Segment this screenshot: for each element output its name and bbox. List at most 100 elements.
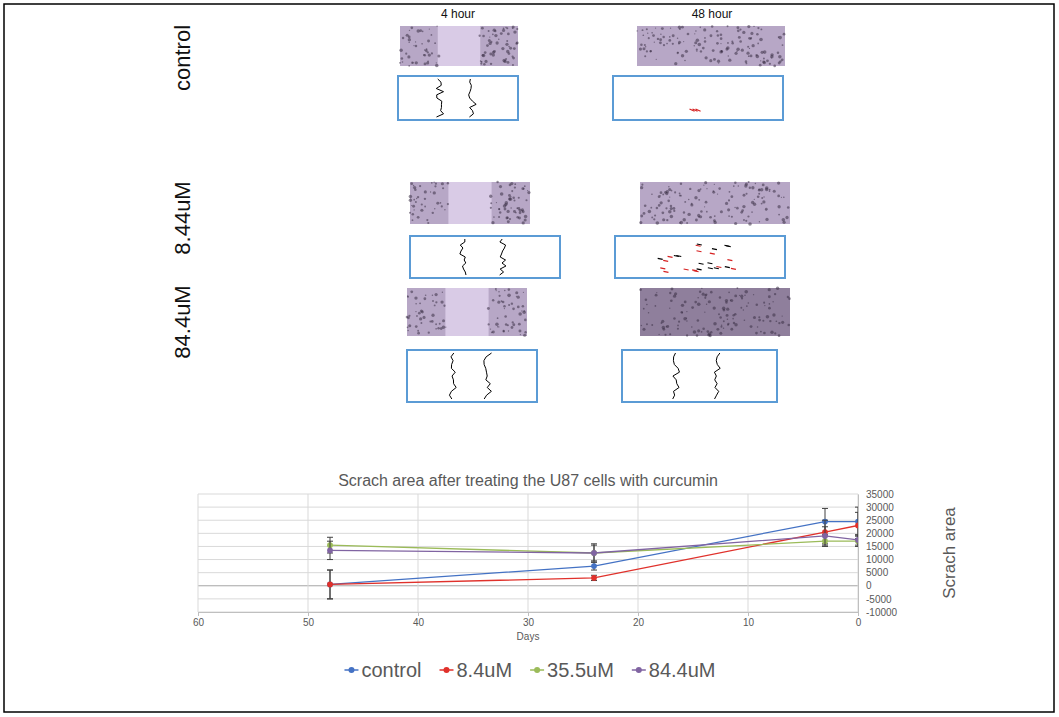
cell-speck bbox=[648, 37, 650, 39]
cell-speck bbox=[636, 30, 637, 31]
cell-speck bbox=[424, 62, 427, 65]
cell-speck bbox=[753, 202, 756, 205]
cell-speck bbox=[753, 294, 754, 295]
cell-speck bbox=[414, 296, 417, 299]
scratch-outline bbox=[410, 236, 560, 278]
cell-speck bbox=[677, 52, 679, 54]
residual-gap bbox=[716, 266, 721, 267]
cell-speck bbox=[709, 216, 712, 219]
cell-speck bbox=[501, 47, 504, 50]
cell-speck bbox=[759, 38, 763, 42]
residual-gap bbox=[699, 263, 704, 264]
cell-speck bbox=[745, 183, 748, 186]
cell-speck bbox=[500, 192, 504, 196]
cell-speck bbox=[721, 324, 722, 325]
cell-speck bbox=[498, 208, 500, 210]
cell-speck bbox=[417, 196, 419, 198]
y-tick-label: 30000 bbox=[866, 502, 894, 513]
cell-speck bbox=[484, 51, 487, 54]
cell-speck bbox=[757, 27, 759, 29]
micrograph bbox=[639, 181, 790, 226]
cell-speck bbox=[654, 42, 655, 43]
cell-speck bbox=[424, 190, 427, 193]
legend-item: control bbox=[344, 659, 421, 681]
cell-speck bbox=[684, 300, 687, 303]
cell-speck bbox=[728, 58, 731, 61]
cell-speck bbox=[513, 210, 516, 213]
cell-speck bbox=[496, 181, 498, 183]
cell-speck bbox=[787, 206, 790, 209]
cell-speck bbox=[437, 327, 439, 329]
cell-speck bbox=[431, 314, 434, 317]
grid-line-x bbox=[418, 494, 419, 612]
grid-line-x bbox=[198, 494, 199, 612]
cell-speck bbox=[513, 200, 515, 202]
cell-speck bbox=[508, 288, 511, 291]
cell-speck bbox=[658, 195, 661, 198]
cell-speck bbox=[656, 221, 660, 225]
error-cap bbox=[822, 526, 828, 527]
cell-speck bbox=[670, 299, 673, 302]
cell-speck bbox=[650, 50, 652, 52]
cell-speck bbox=[667, 200, 670, 203]
cell-speck bbox=[419, 185, 421, 187]
micrograph-ground bbox=[640, 182, 790, 224]
cell-speck bbox=[757, 43, 759, 45]
cell-speck bbox=[750, 325, 753, 328]
error-bar bbox=[591, 544, 597, 562]
cell-speck bbox=[513, 47, 516, 50]
cell-speck bbox=[419, 317, 422, 320]
cell-speck bbox=[525, 199, 527, 201]
cell-speck bbox=[512, 323, 515, 326]
cell-speck bbox=[432, 212, 434, 214]
cell-speck bbox=[659, 195, 660, 196]
x-tick: 40 bbox=[413, 612, 425, 628]
data-point bbox=[591, 575, 597, 581]
residual-gap bbox=[660, 268, 665, 269]
cell-speck bbox=[435, 323, 437, 325]
cell-speck bbox=[712, 191, 715, 194]
cell-speck bbox=[776, 287, 779, 290]
x-tick: 30 bbox=[523, 612, 535, 628]
cell-speck bbox=[710, 331, 712, 333]
cell-speck bbox=[417, 330, 419, 332]
cell-speck bbox=[524, 319, 527, 322]
cell-speck bbox=[515, 42, 517, 44]
cell-speck bbox=[781, 321, 784, 324]
cell-speck bbox=[651, 216, 653, 218]
cell-speck bbox=[760, 331, 762, 333]
cell-speck bbox=[782, 218, 786, 222]
outline-box bbox=[410, 236, 560, 278]
x-tick: 10 bbox=[743, 612, 755, 628]
micrograph-ground bbox=[640, 288, 790, 336]
cell-speck bbox=[748, 181, 750, 183]
micrograph bbox=[639, 287, 790, 338]
legend-swatch-marker bbox=[444, 667, 450, 673]
error-cap bbox=[591, 570, 597, 571]
cell-speck bbox=[517, 296, 520, 299]
cell-speck bbox=[429, 321, 431, 323]
cell-speck bbox=[503, 330, 505, 332]
cell-speck bbox=[760, 188, 764, 192]
cell-speck bbox=[482, 35, 485, 38]
y-tick: 5000 bbox=[858, 567, 889, 578]
y-tick: 10000 bbox=[858, 554, 894, 565]
cell-speck bbox=[714, 184, 715, 185]
cell-speck bbox=[447, 203, 449, 205]
x-tick-label: 60 bbox=[193, 617, 205, 628]
cell-speck bbox=[512, 196, 515, 199]
series-line bbox=[330, 522, 858, 585]
cell-speck bbox=[722, 306, 726, 310]
grid-line-x bbox=[858, 494, 859, 612]
cell-speck bbox=[408, 315, 410, 317]
cell-speck bbox=[490, 202, 492, 204]
cell-speck bbox=[736, 287, 738, 289]
cell-speck bbox=[490, 207, 492, 209]
cell-speck bbox=[658, 204, 661, 207]
cell-speck bbox=[506, 50, 509, 53]
legend-label: 35.5uM bbox=[547, 659, 614, 681]
error-cap bbox=[327, 537, 333, 538]
cell-speck bbox=[646, 50, 648, 52]
cell-speck bbox=[723, 327, 724, 328]
cell-speck bbox=[412, 219, 414, 221]
